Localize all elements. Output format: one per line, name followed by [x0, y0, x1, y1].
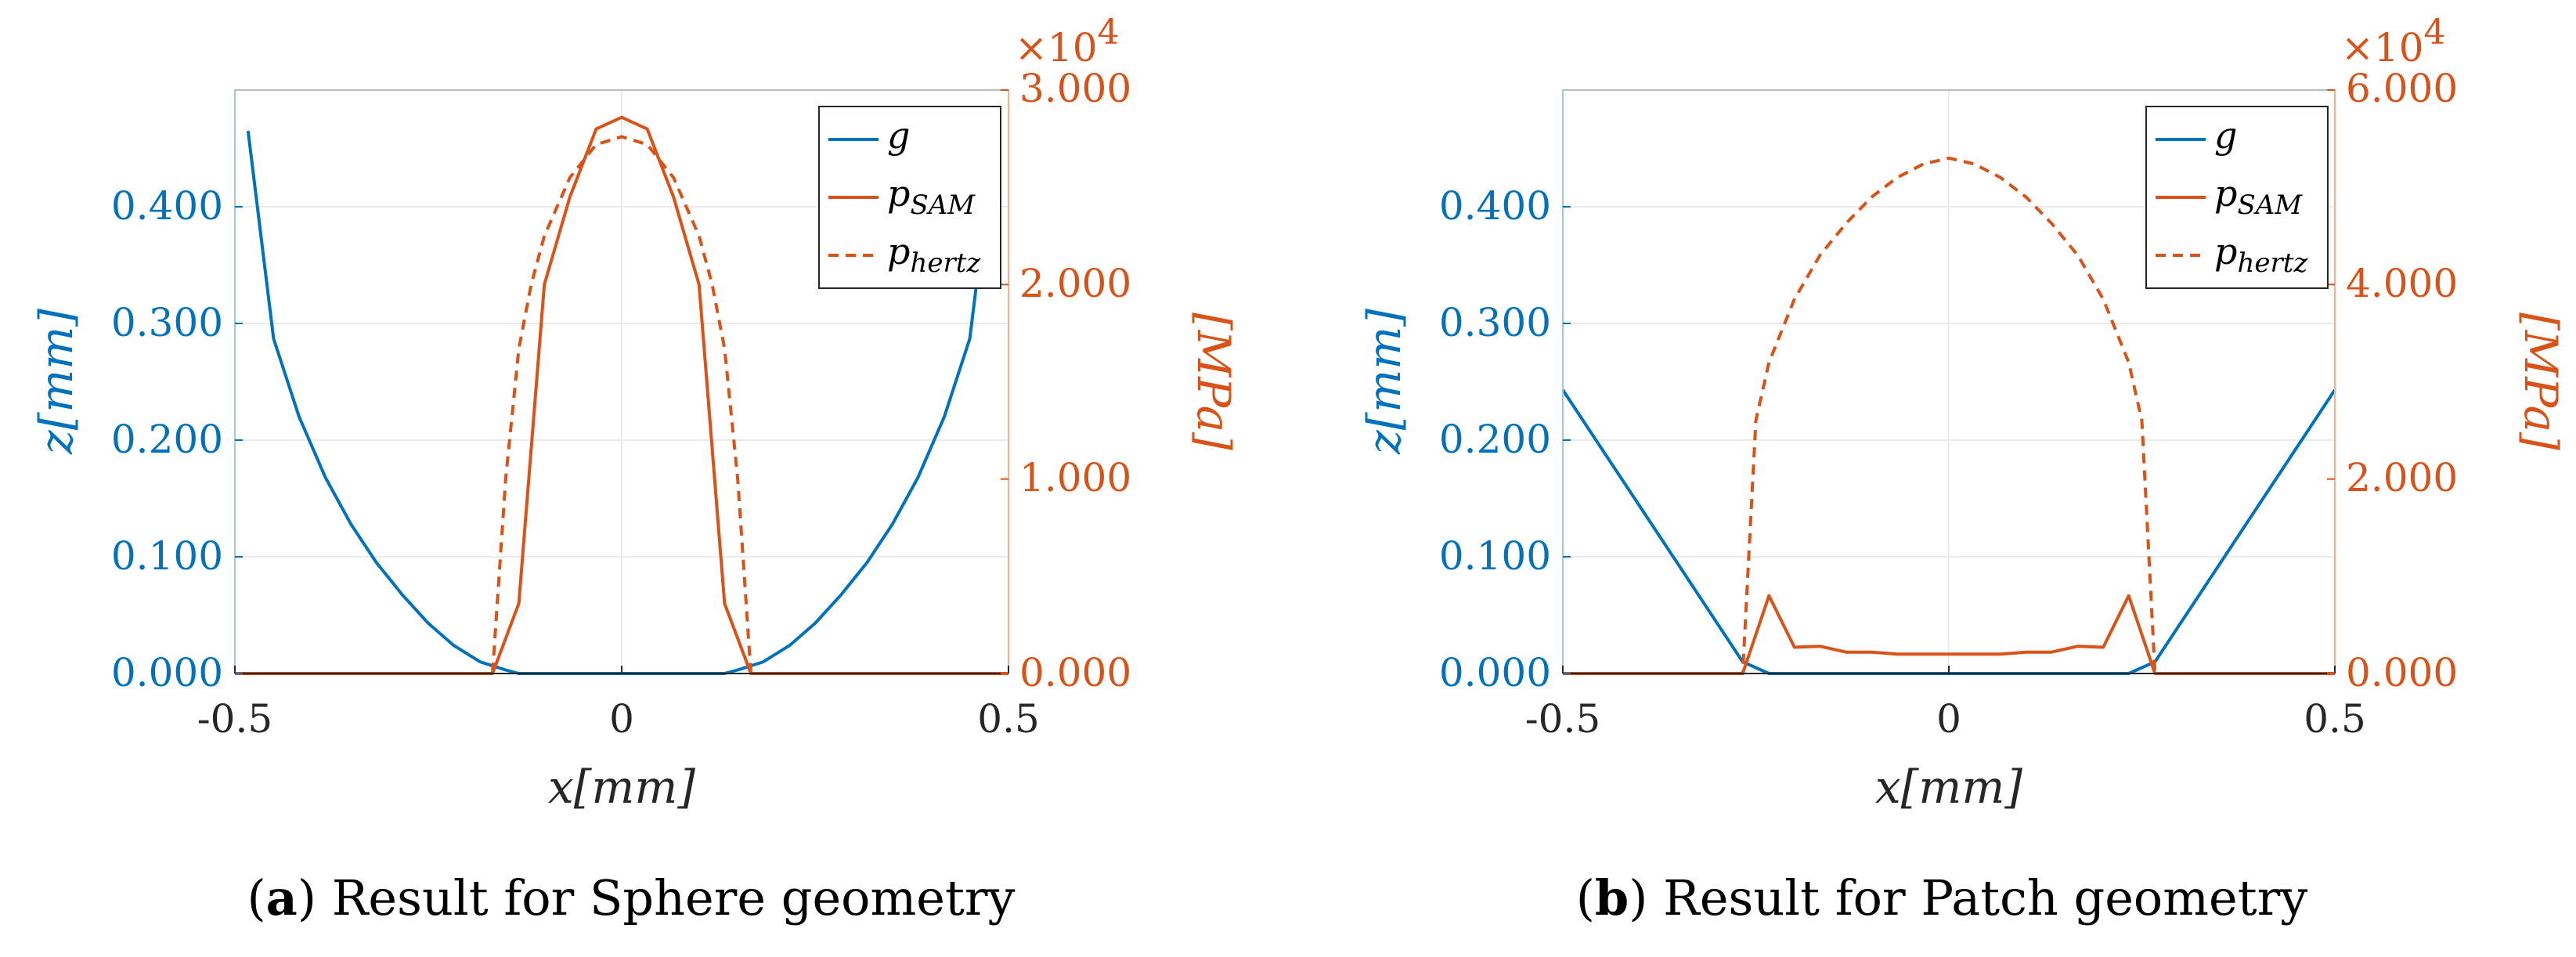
panel-b-y-left-tick-label: 0.200	[1439, 417, 1551, 462]
panel-b-y-right-axis-label: [MPa]	[2514, 312, 2567, 450]
panel-a-y-left-tick-label: 0.100	[111, 533, 223, 579]
panel-b-legend: g pSAM phertz	[2145, 106, 2329, 289]
panel-b-y-left-tick-label: 0.300	[1439, 300, 1551, 345]
panel-a-right-axis-multiplier: ×104	[1015, 13, 1120, 70]
panel-b-y-left-axis-label: z[mm]	[1358, 309, 1411, 455]
panel-b-legend-box	[2145, 106, 2329, 289]
panel-b-series-psam	[1563, 594, 2335, 675]
panel-b-y-right-tick-label: 6.000	[2346, 66, 2458, 111]
panel-a-legend: g pSAM phertz	[818, 106, 1001, 289]
panel-b-legend-label-g: g	[2214, 114, 2237, 157]
panel-b-x-axis-label: x[mm]	[1875, 760, 2022, 814]
panel-b-y-left-tick-label: 0.400	[1439, 183, 1551, 229]
panel-b-x-tick-label: 0	[1936, 696, 1961, 742]
panel-b-x-tick-label: -0.5	[1525, 696, 1600, 742]
panel-a-y-right-tick-label: 1.000	[1019, 455, 1131, 500]
panel-a-y-right-tick-label: 2.000	[1019, 261, 1131, 306]
panel-a-y-left-tick-label: 0.300	[111, 300, 223, 345]
panel-b-y-left-tick-label: 0.000	[1439, 650, 1551, 695]
panel-b-caption: (b) Result for Patch geometry	[1576, 869, 2308, 926]
panel-a-y-right-tick-label: 0.000	[1019, 650, 1131, 695]
panel-a-y-right-tick-label: 3.000	[1019, 66, 1131, 111]
panel-b-y-left-tick-label: 0.100	[1439, 533, 1551, 579]
panel-a-y-left-tick-label: 0.200	[111, 417, 223, 462]
panel-b-series-phertz	[1563, 156, 2335, 675]
panel-a-x-tick-label: 0.5	[977, 696, 1040, 742]
panel-a-caption: (a) Result for Sphere geometry	[247, 869, 1015, 926]
panel-a-y-left-tick-label: 0.400	[111, 183, 223, 229]
panel-b-y-right-tick-label: 2.000	[2346, 455, 2458, 500]
panel-a-y-left-tick-label: 0.000	[111, 650, 223, 695]
panel-a-x-tick-label: -0.5	[197, 696, 272, 742]
panel-a-x-tick-label: 0	[609, 696, 634, 742]
panel-b-right-axis-multiplier: ×104	[2341, 13, 2446, 70]
panel-a-x-axis-label: x[mm]	[548, 760, 695, 814]
panel-a-series-psam	[235, 115, 1008, 675]
panel-b-y-right-tick-label: 4.000	[2346, 261, 2458, 306]
panel-a-series-phertz	[235, 135, 1008, 675]
panel-b-ticks	[1562, 89, 2336, 674]
panel-b-x-tick-label: 0.5	[2304, 696, 2366, 742]
panel-a: -0.5 0 0.5 0.000 0.100 0.200 0.300 0.400…	[30, 13, 1240, 926]
panel-a-y-left-axis-label: z[mm]	[30, 309, 83, 455]
panel-b: -0.5 0 0.5 0.000 0.100 0.200 0.300 0.400…	[1358, 13, 2567, 926]
panel-a-legend-label-g: g	[887, 114, 910, 157]
panel-b-y-right-tick-label: 0.000	[2346, 650, 2458, 695]
panel-a-ticks	[234, 89, 1009, 674]
panel-a-y-right-axis-label: [MPa]	[1187, 312, 1240, 450]
